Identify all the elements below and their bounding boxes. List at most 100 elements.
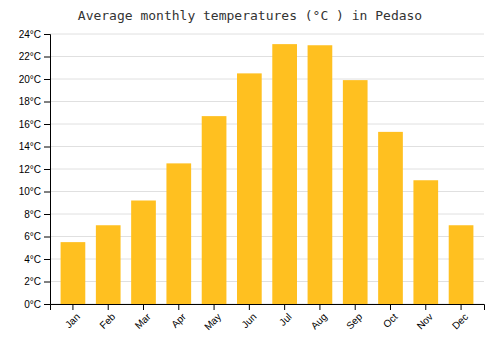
tick: May: [202, 304, 223, 332]
tick-label: 12°C: [19, 164, 41, 175]
tick: 14°C: [19, 141, 50, 152]
bar: [308, 45, 333, 304]
x-axis: Jan Feb Mar Apr May Jun Jul Aug Sep Oct Nov Dec: [51, 304, 485, 332]
grid-line: [50, 34, 484, 35]
plot: 0°C 2°C 4°C 6°C 8°C 10°C 12°C 14°C 16°C 18°C 20°C 2…: [19, 29, 485, 333]
tick: 22°C: [19, 51, 50, 62]
bar: [272, 44, 297, 304]
tick: Jan: [63, 304, 82, 330]
tick-label: Nov: [415, 311, 435, 331]
y-axis: 0°C 2°C 4°C 6°C 8°C 10°C 12°C 14°C 16°C 18°C 20°C 2…: [19, 29, 51, 310]
tick-mark: [44, 124, 50, 125]
tick-label: 8°C: [24, 209, 41, 220]
tick: Jun: [239, 304, 258, 330]
bar: [61, 242, 86, 304]
chart: 0°C 2°C 4°C 6°C 8°C 10°C 12°C 14°C 16°C 18°C 20°C 2…: [0, 0, 500, 350]
tick-mark: [178, 304, 179, 310]
tick-label: 14°C: [19, 141, 41, 152]
tick: Dec: [450, 304, 470, 331]
bar: [96, 225, 121, 304]
tick: Nov: [415, 304, 435, 331]
bar: [413, 180, 438, 304]
tick-mark: [44, 304, 50, 305]
tick: Apr: [169, 304, 188, 330]
grid-line: [50, 101, 484, 102]
tick-label: Oct: [381, 311, 400, 330]
tick-label: Aug: [309, 311, 329, 331]
tick-mark: [390, 304, 391, 310]
tick-label: 22°C: [19, 51, 41, 62]
tick: Aug: [309, 304, 329, 331]
tick-mark: [44, 237, 50, 238]
tick-mark: [284, 304, 285, 310]
tick-mark: [44, 147, 50, 148]
tick-mark: [44, 259, 50, 260]
tick-label: Apr: [169, 311, 188, 330]
tick-mark: [44, 282, 50, 283]
grid-line: [50, 56, 484, 57]
tick-label: Jul: [277, 311, 294, 328]
tick-label: Mar: [133, 311, 153, 331]
tick: 6°C: [24, 231, 50, 242]
tick-mark: [44, 79, 50, 80]
tick-label: 0°C: [24, 299, 41, 310]
tick-mark: [214, 304, 215, 310]
bar: [237, 73, 262, 304]
tick-mark: [143, 304, 144, 310]
bar: [343, 80, 368, 304]
axis-line: [44, 35, 51, 305]
bar: [202, 116, 227, 304]
tick: Sep: [344, 304, 365, 331]
tick: 10°C: [19, 186, 50, 197]
tick-mark: [425, 304, 426, 310]
tick-label: 6°C: [24, 231, 41, 242]
tick: 24°C: [19, 29, 50, 40]
tick: Feb: [97, 304, 117, 331]
grid: [50, 34, 484, 304]
tick-mark: [44, 57, 50, 58]
title: Average monthly temperatures (°C ) in Pe…: [78, 8, 422, 23]
bar: [166, 163, 191, 304]
tick: Mar: [133, 304, 153, 331]
tick-label: 18°C: [19, 96, 41, 107]
tick-label: Jun: [239, 311, 258, 330]
tick-mark: [72, 304, 73, 310]
tick-label: Sep: [344, 311, 365, 332]
tick-label: May: [202, 311, 223, 332]
tick: 12°C: [19, 164, 50, 175]
grid-line: [50, 124, 484, 125]
tick-label: 2°C: [24, 276, 41, 287]
tick: Jul: [277, 304, 294, 328]
tick-label: 4°C: [24, 254, 41, 265]
bars: [61, 44, 474, 304]
tick-label: 10°C: [19, 186, 41, 197]
tick-mark: [44, 34, 50, 35]
tick-mark: [249, 304, 250, 310]
tick: 2°C: [24, 276, 50, 287]
tick-label: Dec: [450, 311, 470, 331]
tick-mark: [44, 192, 50, 193]
bar: [449, 225, 474, 304]
tick-mark: [108, 304, 109, 310]
tick: 0°C: [24, 299, 50, 310]
tick-label: Feb: [97, 311, 117, 331]
tick-label: Jan: [63, 311, 82, 330]
bar: [131, 201, 156, 305]
tick: Oct: [381, 304, 400, 330]
tick: 20°C: [19, 74, 50, 85]
tick-mark: [44, 214, 50, 215]
tick-mark: [355, 304, 356, 310]
tick: 4°C: [24, 254, 50, 265]
grid-line: [50, 79, 484, 80]
tick-label: 20°C: [19, 74, 41, 85]
tick-label: 16°C: [19, 119, 41, 130]
tick-mark: [461, 304, 462, 310]
axis-line: [51, 305, 485, 311]
tick: 16°C: [19, 119, 50, 130]
tick: 18°C: [19, 96, 50, 107]
tick-mark: [319, 304, 320, 310]
tick-label: 24°C: [19, 29, 41, 40]
tick: 8°C: [24, 209, 50, 220]
bar: [378, 132, 403, 304]
tick-mark: [44, 169, 50, 170]
